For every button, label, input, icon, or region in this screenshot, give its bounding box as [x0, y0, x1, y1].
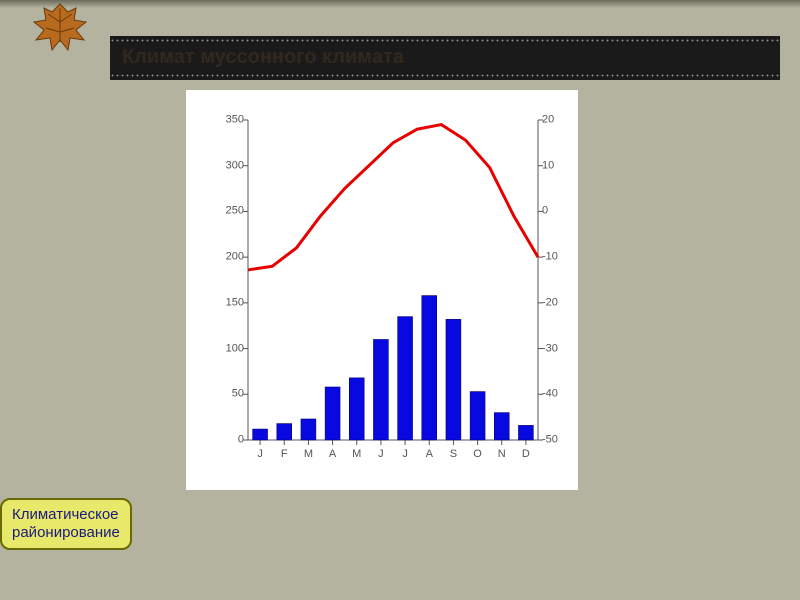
- caption-line2: районирование: [12, 524, 120, 542]
- leaf-icon: [30, 2, 90, 58]
- climograph-chart: 350 300 250 200 150 100 50 0 20 10 0 -10…: [186, 90, 578, 490]
- y-left-ticks: 350 300 250 200 150 100 50 0: [186, 120, 244, 440]
- title-bar: Климат муссонного климата: [110, 36, 780, 80]
- caption-button[interactable]: Климатическое районирование: [0, 498, 132, 550]
- caption-line1: Климатическое: [12, 506, 120, 524]
- temp-line: [248, 125, 538, 270]
- plot-area: [248, 120, 538, 440]
- precip-bars: [253, 296, 534, 440]
- slide-title: Климат муссонного климата: [110, 36, 780, 79]
- y-right-ticks: 20 10 0 -10 -20 -30 -40 -50: [542, 120, 576, 440]
